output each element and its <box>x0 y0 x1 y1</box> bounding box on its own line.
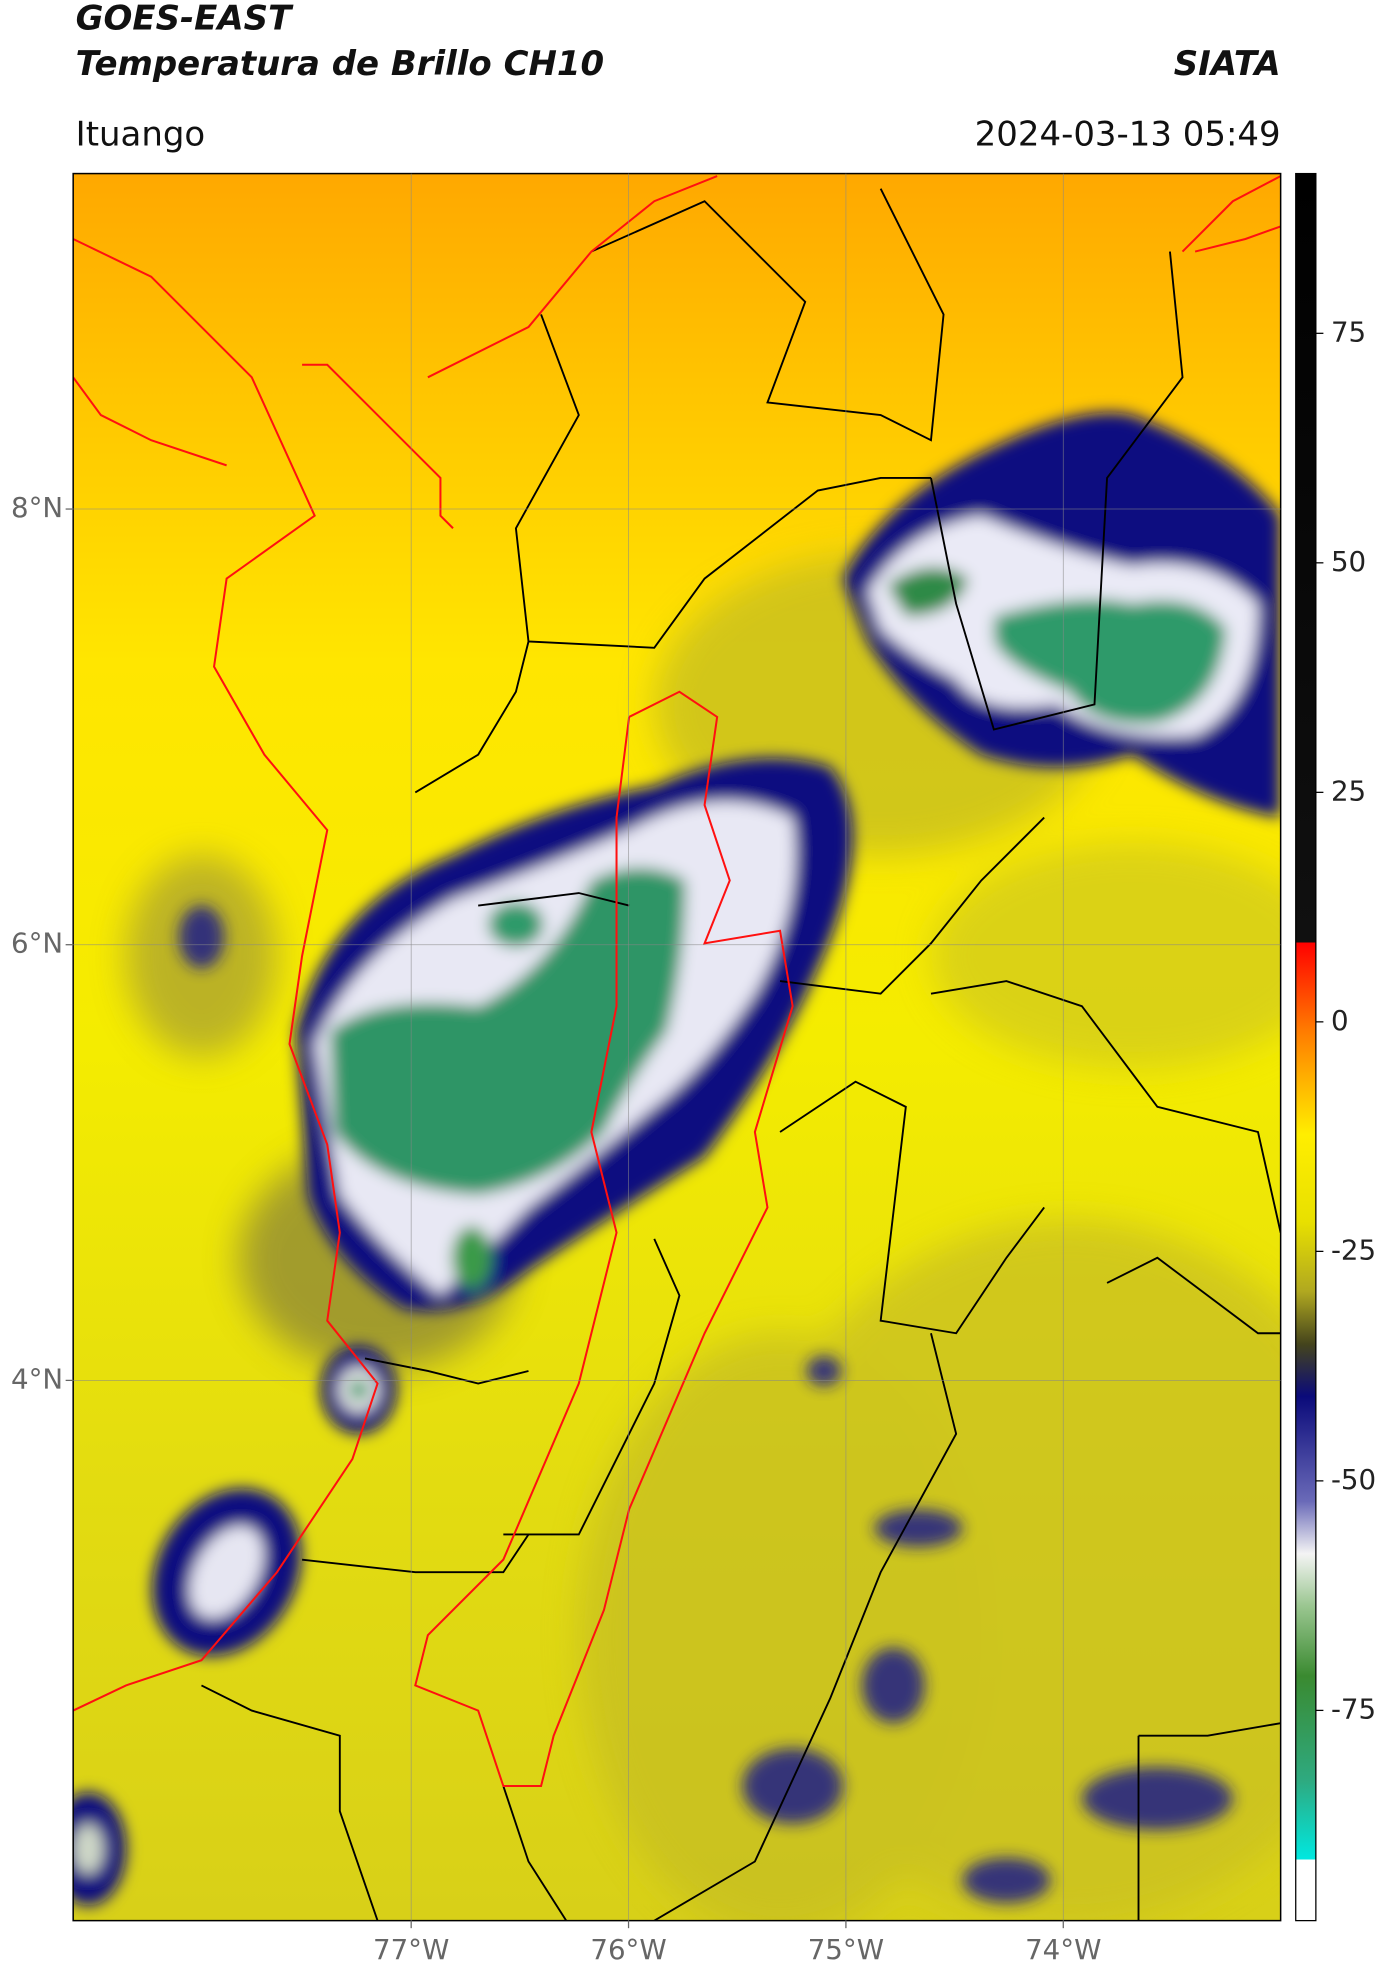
x-tick-label: 77°W <box>373 1933 449 1966</box>
y-tick-label: 6°N <box>11 927 63 960</box>
x-tick-label: 76°W <box>590 1933 666 1966</box>
colorbar-tick-label: -75 <box>1331 1692 1376 1725</box>
title: GOES-EAST <box>76 0 294 39</box>
map-image <box>73 173 1281 1921</box>
credit: SIATA <box>1174 44 1281 84</box>
colorbar-tick-label: 0 <box>1331 1004 1349 1037</box>
x-tick-label: 75°W <box>808 1933 884 1966</box>
colorbar-tick-label: 50 <box>1331 545 1366 578</box>
timestamp: 2024-03-13 05:49 <box>975 114 1281 154</box>
colorbar-tick-label: -25 <box>1331 1233 1376 1266</box>
location: Ituango <box>76 114 206 154</box>
colorbar-tick-label: 25 <box>1331 774 1366 807</box>
colorbar <box>1295 172 1317 1922</box>
y-tick-label: 8°N <box>11 491 63 524</box>
map-frame <box>72 172 1282 1922</box>
colorbar-tick-label: 75 <box>1331 315 1366 348</box>
subtitle: Temperatura de Brillo CH10 <box>76 44 604 84</box>
y-tick-label: 4°N <box>11 1362 63 1395</box>
colorbar-tick-label: -50 <box>1331 1463 1376 1496</box>
x-tick-label: 74°W <box>1025 1933 1101 1966</box>
